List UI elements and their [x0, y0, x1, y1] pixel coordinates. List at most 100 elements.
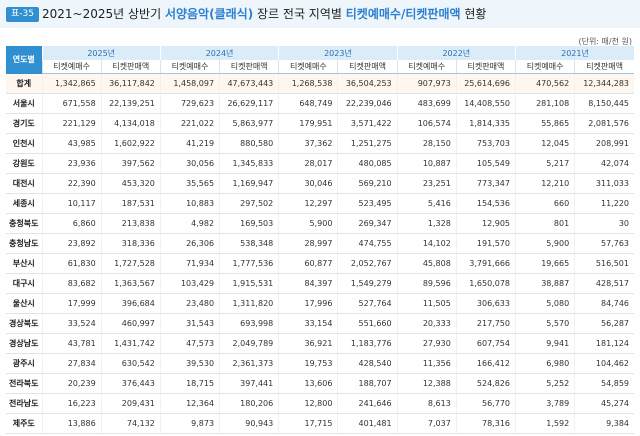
- ticket-count-cell: 11,356: [396, 353, 457, 374]
- sales-amount-cell: 56,770: [455, 393, 516, 414]
- table-row: 대전시 22,390 453,320 35,565 1,169,947 30,046 569…: [6, 173, 634, 194]
- sales-amount-cell: 47,673,443: [219, 73, 279, 94]
- ticket-count-cell: 9,941: [514, 333, 575, 354]
- sub-header-sales: 티켓판매액: [455, 60, 516, 74]
- region-label: 충청북도: [6, 213, 42, 234]
- sales-amount-cell: 569,210: [337, 173, 398, 194]
- title-prefix: 2021~2025년 상반기: [42, 7, 162, 21]
- sales-amount-cell: 460,997: [100, 313, 161, 334]
- ticket-count-cell: 10,883: [159, 193, 220, 214]
- sales-amount-cell: 180,206: [219, 393, 279, 414]
- sales-amount-cell: 54,859: [574, 373, 634, 394]
- sales-amount-cell: 26,629,117: [219, 93, 279, 114]
- ticket-count-cell: 27,930: [396, 333, 457, 354]
- ticket-count-cell: 12,210: [514, 173, 575, 194]
- sales-amount-cell: 538,348: [219, 233, 279, 254]
- ticket-count-cell: 23,480: [159, 293, 220, 314]
- table-row: 전라북도 20,239 376,443 18,715 397,441 13,606 188,…: [6, 373, 634, 394]
- sales-amount-cell: 607,754: [455, 333, 516, 354]
- sales-amount-cell: 523,495: [337, 193, 398, 214]
- ticket-count-cell: 28,997: [278, 233, 338, 254]
- sales-amount-cell: 428,540: [337, 353, 398, 374]
- sub-header-sales: 티켓판매액: [100, 60, 161, 74]
- sub-header-sales: 티켓판매액: [337, 60, 398, 74]
- year-header: 2022년: [396, 46, 516, 60]
- ticket-count-cell: 19,753: [278, 353, 338, 374]
- sales-amount-cell: 1,727,528: [100, 253, 161, 274]
- unit-label: (단위: 매/천 원): [578, 37, 632, 46]
- sales-amount-cell: 474,755: [337, 233, 398, 254]
- ticket-count-cell: 89,596: [396, 273, 457, 294]
- sales-amount-cell: 1,311,820: [219, 293, 279, 314]
- sales-amount-cell: 311,033: [574, 173, 634, 194]
- table-row: 충청남도 23,892 318,336 26,306 538,348 28,997 474,…: [6, 233, 634, 254]
- ticket-count-cell: 22,390: [41, 173, 102, 194]
- sales-amount-cell: 36,504,253: [337, 73, 398, 94]
- sales-amount-cell: 773,347: [455, 173, 516, 194]
- ticket-count-cell: 83,682: [41, 273, 102, 294]
- ticket-count-cell: 28,017: [278, 153, 338, 174]
- total-row: 합계 1,342,865 36,117,842 1,458,097 47,673,443…: [6, 73, 634, 94]
- ticket-count-cell: 103,429: [159, 273, 220, 294]
- sales-amount-cell: 3,571,422: [337, 113, 398, 134]
- sales-amount-cell: 1,777,536: [219, 253, 279, 274]
- ticket-count-cell: 470,562: [514, 73, 575, 94]
- sales-amount-cell: 2,052,767: [337, 253, 398, 274]
- corner-header: 연도별: [6, 46, 42, 74]
- sales-amount-cell: 2,049,789: [219, 333, 279, 354]
- table-row: 인천시 43,985 1,602,922 41,219 880,580 37,362 1,2…: [6, 133, 634, 154]
- sales-amount-cell: 4,134,018: [100, 113, 161, 134]
- ticket-count-cell: 17,996: [278, 293, 338, 314]
- table-row: 전라남도 16,223 209,431 12,364 180,206 12,800 241,…: [6, 393, 634, 414]
- sales-amount-cell: 5,863,977: [219, 113, 279, 134]
- ticket-count-cell: 27,834: [41, 353, 102, 374]
- region-label: 대구시: [6, 273, 42, 294]
- ticket-count-cell: 30,046: [278, 173, 338, 194]
- sales-amount-cell: 208,991: [574, 133, 634, 154]
- sales-amount-cell: 753,703: [455, 133, 516, 154]
- sub-header-sales: 티켓판매액: [219, 60, 279, 74]
- ticket-count-cell: 33,154: [278, 313, 338, 334]
- table-row: 경상남도 43,781 1,431,742 47,573 2,049,789 36,921…: [6, 333, 634, 354]
- ticket-count-cell: 179,951: [278, 113, 338, 134]
- ticket-count-cell: 38,887: [514, 273, 575, 294]
- ticket-count-cell: 71,934: [159, 253, 220, 274]
- table-row: 세종시 10,117 187,531 10,883 297,502 12,297 523,4…: [6, 193, 634, 214]
- sub-header-row: 티켓예매수 티켓판매액 티켓예매수 티켓판매액 티켓예매수 티켓판매액 티켓예매…: [6, 60, 634, 74]
- sales-amount-cell: 297,502: [219, 193, 279, 214]
- sales-amount-cell: 8,150,445: [574, 93, 634, 114]
- sales-amount-cell: 693,998: [219, 313, 279, 334]
- ticket-count-cell: 26,306: [159, 233, 220, 254]
- sales-amount-cell: 30: [574, 213, 634, 234]
- ticket-count-cell: 10,117: [41, 193, 102, 214]
- sales-amount-cell: 630,542: [100, 353, 161, 374]
- region-label: 울산시: [6, 293, 42, 314]
- title-bar: 표-35 2021~2025년 상반기 서양음악(클래식) 장르 전국 지역별 …: [0, 0, 640, 28]
- sales-amount-cell: 181,124: [574, 333, 634, 354]
- ticket-count-cell: 37,362: [278, 133, 338, 154]
- sales-amount-cell: 396,684: [100, 293, 161, 314]
- sales-amount-cell: 318,336: [100, 233, 161, 254]
- ticket-count-cell: 5,570: [514, 313, 575, 334]
- ticket-count-cell: 41,219: [159, 133, 220, 154]
- ticket-count-cell: 33,524: [41, 313, 102, 334]
- ticket-count-cell: 12,297: [278, 193, 338, 214]
- sales-amount-cell: 453,320: [100, 173, 161, 194]
- sales-amount-cell: 22,139,251: [100, 93, 161, 114]
- sales-amount-cell: 1,345,833: [219, 153, 279, 174]
- region-label: 광주시: [6, 353, 42, 374]
- year-header: 2024년: [159, 46, 279, 60]
- page-title: 2021~2025년 상반기 서양음악(클래식) 장르 전국 지역별 티켓예매수…: [42, 5, 486, 23]
- ticket-count-cell: 20,239: [41, 373, 102, 394]
- sales-amount-cell: 25,614,696: [455, 73, 516, 94]
- sales-amount-cell: 191,570: [455, 233, 516, 254]
- region-label: 제주도: [6, 413, 42, 434]
- ticket-count-cell: 1,342,865: [41, 73, 102, 94]
- ticket-count-cell: 60,877: [278, 253, 338, 274]
- ticket-count-cell: 20,333: [396, 313, 457, 334]
- ticket-count-cell: 23,936: [41, 153, 102, 174]
- region-label: 경기도: [6, 113, 42, 134]
- sales-amount-cell: 1,602,922: [100, 133, 161, 154]
- ticket-count-cell: 39,530: [159, 353, 220, 374]
- year-header: 2021년: [515, 46, 634, 60]
